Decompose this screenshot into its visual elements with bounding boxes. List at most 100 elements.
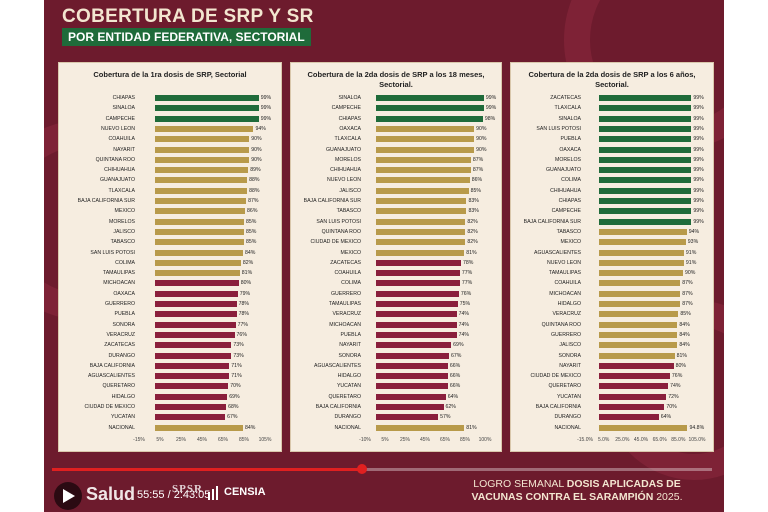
chart-row: CAMPECHE 99% [59,115,281,123]
data-label: 86% [247,208,258,215]
tick-label: 85% [459,437,471,443]
chart-row: TLAXCALA 90% [291,135,501,143]
data-label: 99% [693,208,704,215]
category-label: QUINTANA ROO [541,321,581,328]
bar [599,218,692,225]
data-label: 76% [236,331,247,338]
time-display: 55:55 / 2:43:05 [137,489,211,501]
chart-row: HIDALGO 87% [511,300,713,308]
category-label: CAMPECHE [105,115,135,122]
data-label: 70% [666,404,677,410]
bar [154,373,230,380]
chart-row: COLIMA 99% [511,176,713,184]
category-label: GUERRERO [331,290,361,297]
bar [599,156,692,163]
chart-row: MICHOACAN 80% [59,279,281,287]
bar [154,280,239,287]
data-label: 99% [693,95,704,101]
category-label: CHIAPAS [112,95,135,101]
chart-row: TABASCO 83% [291,207,501,215]
tick-label: 85% [238,437,250,443]
category-label: NAYARIT [559,362,581,369]
bar [154,95,259,101]
tick-label: 105% [258,437,272,443]
bar [154,259,241,266]
chart-row: MORELOS 87% [291,156,501,164]
tick-label: 25.0% [615,437,630,443]
chart-row: OAXACA 79% [59,290,281,298]
category-label: YUCATAN [110,414,135,421]
data-label: 74% [670,383,681,390]
data-label: 84% [679,321,690,328]
tick-label: 45.0% [633,437,649,443]
chart-row: MICHOACAN 74% [291,321,501,329]
bar [375,414,439,421]
chart-title: Cobertura de la 2da dosis de SRP a los 6… [528,70,696,89]
data-label: 57% [440,414,451,421]
bar [375,311,457,318]
data-label: 69% [229,393,240,400]
category-label: SAN LUIS POTOSI [316,218,361,225]
category-label: QUINTANA ROO [95,156,135,163]
data-label: 99% [485,95,497,101]
bar [154,393,228,400]
chart-row: TAMAULIPAS 75% [291,300,501,308]
bar [154,311,237,318]
data-label: 74% [458,311,470,318]
data-label: 74% [458,321,470,328]
data-label: 81% [241,270,253,277]
data-label: 90% [476,136,487,143]
data-label: 89% [250,167,261,174]
bar [599,290,681,297]
bar [599,259,684,266]
data-label: 62% [445,404,456,410]
chart-row: QUERETARO 70% [59,382,281,390]
chart-row: CIUDAD DE MEXICO 82% [291,238,501,246]
chart-row: SONORA 81% [511,352,713,360]
tick-label: 25% [399,437,411,443]
data-label: 99% [693,198,704,204]
chart-row: TLAXCALA 99% [511,104,713,112]
bar [375,218,466,225]
data-label: 99% [260,105,272,112]
chart-row: BAJA CALIFORNIA SUR 87% [59,197,281,205]
category-label: AGUASCALIENTES [314,362,361,369]
bar [375,424,465,431]
chart-row: TAMAULIPAS 90% [511,269,713,277]
data-label: 72% [668,393,679,400]
tick-label: 85.0% [671,437,686,443]
category-label: COLIMA [115,259,135,266]
data-label: 77% [461,280,473,287]
chart-row: CIUDAD DE MEXICO 76% [511,372,713,380]
chart-row: NACIONAL 94.8% [511,424,713,432]
bar [154,105,259,112]
tick-label: 65% [217,437,229,443]
chart-row: QUERETARO 74% [511,382,713,390]
bar [599,352,675,359]
bar [154,383,229,390]
tick-label: -10% [359,437,371,443]
tick-label: 5% [381,437,389,443]
progress-scrubber[interactable] [357,464,368,474]
category-label: NAYARIT [339,342,361,349]
data-label: 86% [471,177,483,184]
progress-bar[interactable] [52,464,712,474]
data-label: 69% [453,342,464,349]
channel-logo: Salud [86,484,136,504]
data-label: 90% [476,125,487,132]
data-label: 82% [467,239,478,246]
bar [375,301,458,307]
category-label: MORELOS [335,156,361,163]
x-axis: -15.0% 5.0% 25.0% 45.0% 65.0% 85.0% 105.0% [511,437,713,445]
chart-panel-second-dose-18m: Cobertura de la 2da dosis de SRP a los 1… [290,62,502,452]
category-label: CHIAPAS [338,115,361,122]
bar [599,249,684,256]
category-label: HIDALGO [111,393,135,400]
data-label: 81% [466,424,477,431]
chart-row: CAMPECHE 99% [291,104,501,112]
play-button[interactable] [54,482,82,510]
chart-row: AGUASCALIENTES 71% [59,372,281,380]
chart-row: CHIAPAS 99% [511,197,713,205]
data-label: 82% [467,218,478,225]
slide-title: COBERTURA DE SRP Y SR [62,6,314,27]
